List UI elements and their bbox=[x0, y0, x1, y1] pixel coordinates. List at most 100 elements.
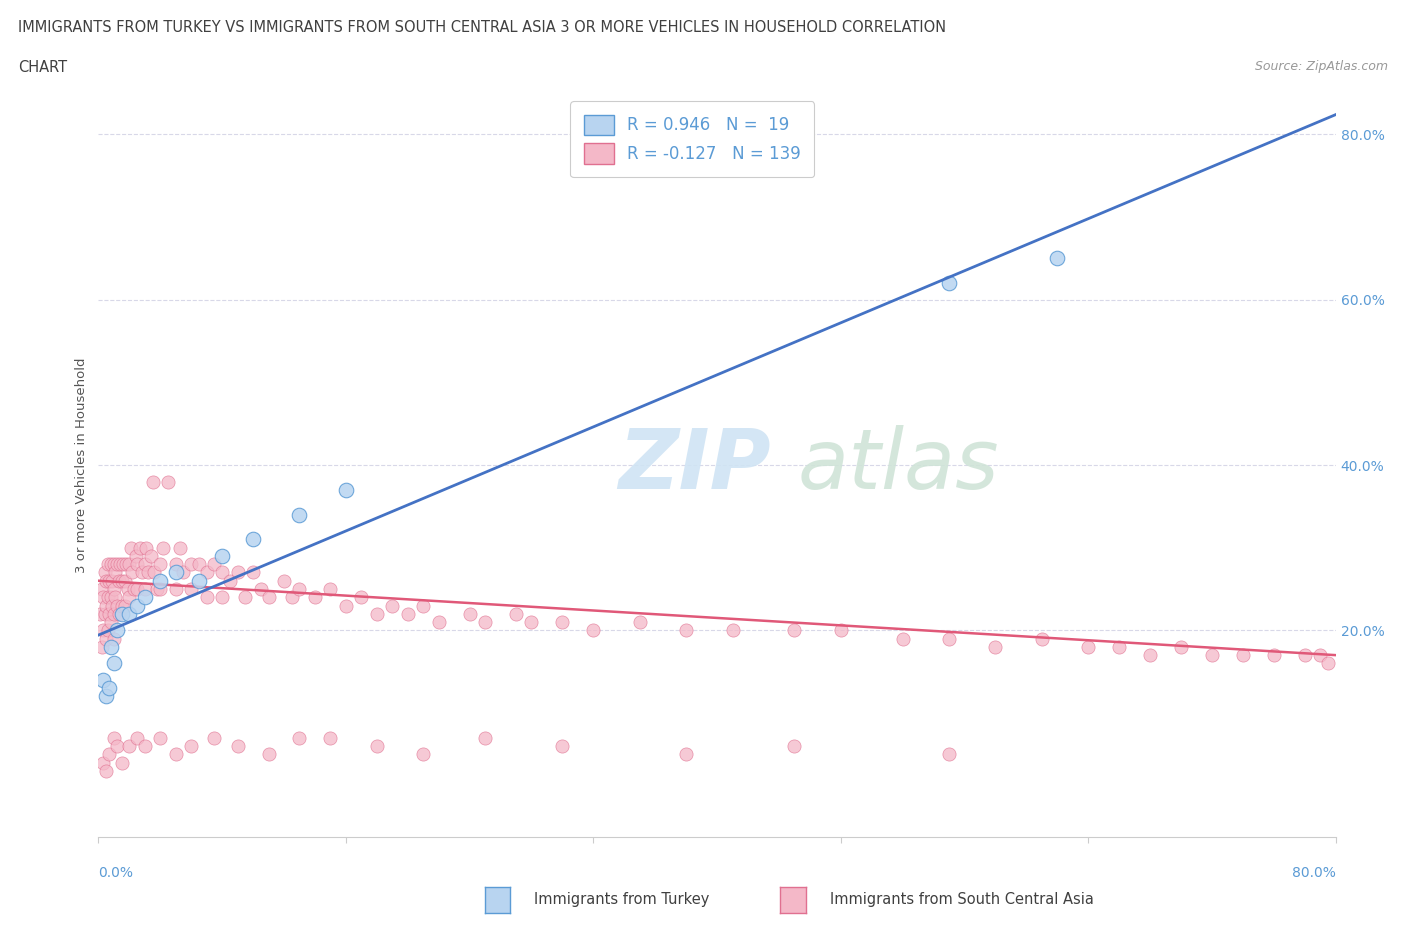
Point bbox=[127, 598, 149, 613]
Point bbox=[1170, 640, 1192, 655]
Point bbox=[104, 590, 127, 604]
Point bbox=[938, 631, 960, 646]
Point bbox=[91, 672, 114, 687]
Legend: R = 0.946   N =  19, R = -0.127   N = 139: R = 0.946 N = 19, R = -0.127 N = 139 bbox=[571, 101, 814, 177]
Point bbox=[1232, 647, 1254, 662]
Point bbox=[89, 606, 111, 621]
Point bbox=[122, 581, 145, 596]
Point bbox=[250, 581, 273, 596]
Point bbox=[783, 623, 806, 638]
Point bbox=[111, 606, 134, 621]
Point bbox=[124, 549, 146, 564]
Point bbox=[226, 565, 249, 580]
Point bbox=[350, 590, 373, 604]
Point bbox=[134, 557, 156, 572]
Point bbox=[242, 565, 264, 580]
Point bbox=[1139, 647, 1161, 662]
Point bbox=[281, 590, 304, 604]
Y-axis label: 3 or more Vehicles in Household: 3 or more Vehicles in Household bbox=[75, 357, 89, 573]
Point bbox=[114, 598, 136, 613]
Point bbox=[783, 738, 806, 753]
Point bbox=[136, 565, 159, 580]
Point bbox=[104, 565, 127, 580]
Text: 0.0%: 0.0% bbox=[98, 866, 134, 880]
Point bbox=[551, 615, 574, 630]
Point bbox=[211, 549, 233, 564]
Point bbox=[103, 631, 125, 646]
Point bbox=[319, 581, 342, 596]
Point bbox=[551, 738, 574, 753]
Point bbox=[628, 615, 651, 630]
Point bbox=[335, 483, 357, 498]
Point bbox=[273, 573, 295, 588]
Point bbox=[139, 549, 162, 564]
Point bbox=[143, 565, 166, 580]
Point bbox=[96, 764, 118, 778]
Point bbox=[90, 640, 112, 655]
Point bbox=[131, 565, 153, 580]
Point bbox=[127, 557, 149, 572]
Point bbox=[1317, 656, 1340, 671]
Point bbox=[105, 598, 128, 613]
Point bbox=[118, 606, 141, 621]
Point bbox=[1201, 647, 1223, 662]
Point bbox=[226, 738, 249, 753]
Point bbox=[366, 738, 388, 753]
Text: atlas: atlas bbox=[797, 424, 1000, 506]
Point bbox=[98, 747, 121, 762]
Point bbox=[180, 581, 202, 596]
Point bbox=[195, 565, 218, 580]
Point bbox=[235, 590, 257, 604]
Point bbox=[188, 573, 211, 588]
Point bbox=[152, 540, 174, 555]
Point bbox=[288, 507, 311, 522]
Point bbox=[412, 598, 434, 613]
Text: 80.0%: 80.0% bbox=[1292, 866, 1336, 880]
Point bbox=[412, 747, 434, 762]
Point bbox=[107, 606, 129, 621]
Point bbox=[118, 557, 141, 572]
Point bbox=[117, 581, 139, 596]
Point bbox=[505, 606, 527, 621]
Point bbox=[108, 557, 131, 572]
Point bbox=[319, 730, 342, 745]
Point bbox=[984, 640, 1007, 655]
Point bbox=[134, 581, 156, 596]
Point bbox=[1263, 647, 1285, 662]
Point bbox=[427, 615, 450, 630]
Point bbox=[105, 623, 128, 638]
Point bbox=[165, 557, 187, 572]
Point bbox=[93, 565, 115, 580]
Point bbox=[288, 581, 311, 596]
Point bbox=[91, 755, 114, 770]
Point bbox=[458, 606, 481, 621]
Point bbox=[938, 747, 960, 762]
Point bbox=[520, 615, 543, 630]
Text: Immigrants from South Central Asia: Immigrants from South Central Asia bbox=[830, 892, 1094, 907]
Point bbox=[242, 532, 264, 547]
Point bbox=[157, 474, 180, 489]
Point bbox=[721, 623, 744, 638]
Point bbox=[180, 738, 202, 753]
Point bbox=[111, 598, 134, 613]
Point bbox=[105, 557, 128, 572]
Point bbox=[211, 565, 233, 580]
Point bbox=[97, 557, 120, 572]
Point bbox=[938, 275, 960, 290]
Point bbox=[396, 606, 419, 621]
Point bbox=[121, 565, 143, 580]
Point bbox=[100, 590, 122, 604]
Point bbox=[93, 606, 115, 621]
Point bbox=[149, 573, 172, 588]
Point bbox=[288, 730, 311, 745]
Point bbox=[381, 598, 404, 613]
Point bbox=[219, 573, 242, 588]
Text: Immigrants from Turkey: Immigrants from Turkey bbox=[534, 892, 710, 907]
Point bbox=[149, 730, 172, 745]
Point bbox=[100, 640, 122, 655]
Point bbox=[107, 573, 129, 588]
Point bbox=[103, 730, 125, 745]
Point bbox=[169, 540, 191, 555]
Point bbox=[135, 540, 157, 555]
Point bbox=[195, 590, 218, 604]
